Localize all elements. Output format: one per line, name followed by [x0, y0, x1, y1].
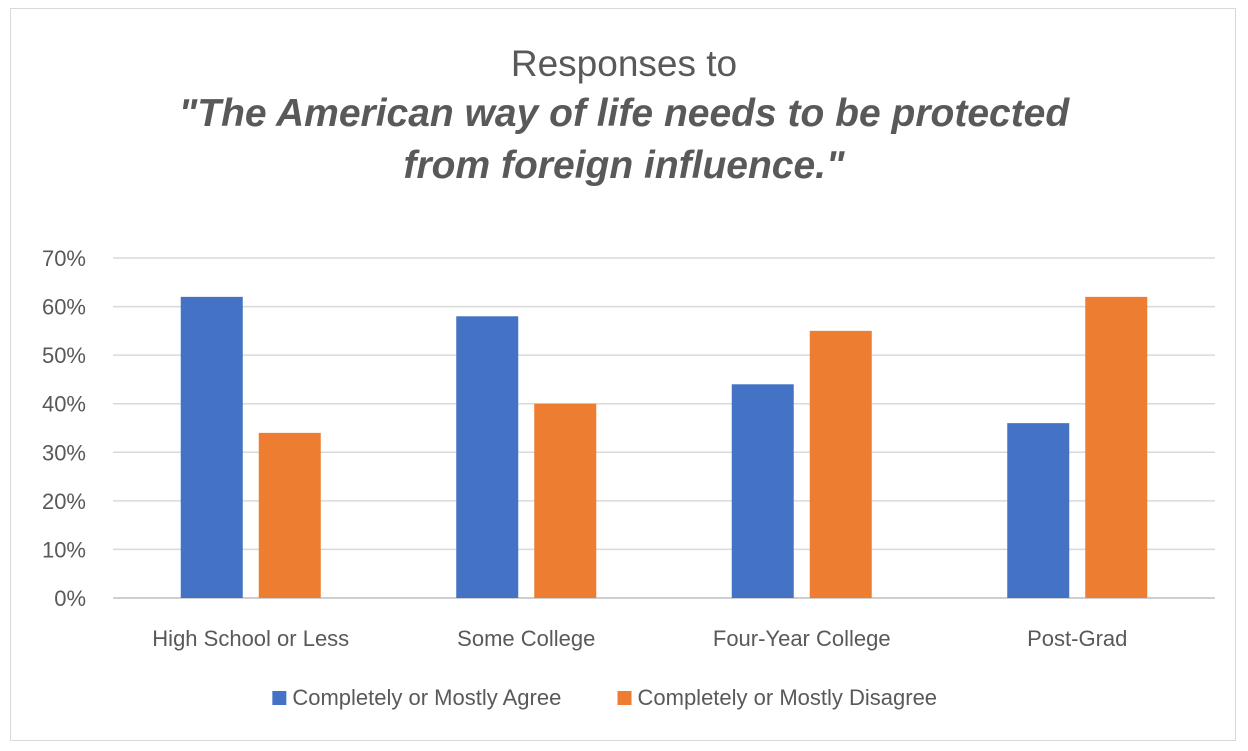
legend-label: Completely or Mostly Disagree — [638, 685, 938, 710]
chart-title-block: Responses to "The American way of life n… — [0, 40, 1248, 192]
bar — [1007, 423, 1070, 598]
y-tick-label: 70% — [42, 246, 86, 271]
chart-subtitle-line-1: "The American way of life needs to be pr… — [178, 92, 1070, 135]
bar — [180, 296, 243, 598]
bar — [1085, 296, 1148, 598]
bars — [180, 296, 1148, 598]
x-tick-label: Some College — [457, 626, 595, 651]
chart-title: Responses to — [510, 43, 738, 84]
y-axis-tick-labels: 0% 10% 20% 30% 40% 50% 60% 70% — [42, 246, 86, 611]
y-tick-label: 50% — [42, 343, 86, 368]
y-tick-label: 10% — [42, 537, 86, 562]
legend-swatch — [617, 691, 632, 705]
bar — [258, 432, 321, 598]
y-tick-label: 20% — [42, 489, 86, 514]
legend-label: Completely or Mostly Agree — [292, 685, 561, 710]
chart-subtitle-line-2: from foreign influence." — [403, 144, 845, 187]
x-axis-tick-labels: High School or Less Some College Four-Year… — [152, 626, 1127, 651]
y-tick-label: 60% — [42, 295, 86, 320]
y-tick-label: 40% — [42, 392, 86, 417]
legend-swatch — [272, 691, 287, 705]
bar — [534, 403, 597, 598]
bar — [731, 384, 794, 598]
x-tick-label: High School or Less — [152, 626, 349, 651]
x-tick-label: Four-Year College — [713, 626, 891, 651]
x-tick-label: Post-Grad — [1027, 626, 1127, 651]
legend: Completely or Mostly Agree Completely or … — [272, 685, 937, 710]
bar — [809, 330, 872, 598]
bar — [456, 316, 519, 598]
y-tick-label: 30% — [42, 440, 86, 465]
y-tick-label: 0% — [54, 586, 86, 611]
